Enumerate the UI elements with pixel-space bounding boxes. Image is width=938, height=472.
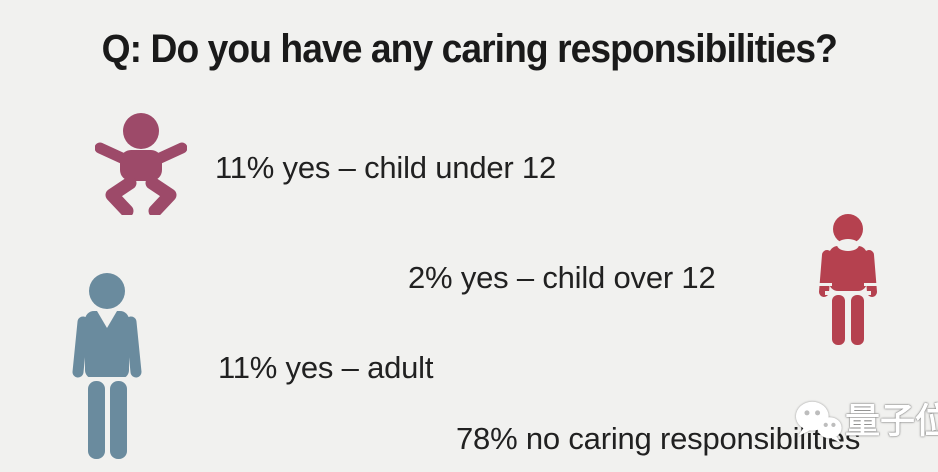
- baby-icon: [95, 113, 187, 215]
- child-person-icon: [818, 214, 878, 345]
- watermark-text: 量子位: [845, 402, 938, 441]
- wechat-icon: [795, 401, 842, 444]
- adult-person-icon: [72, 273, 142, 459]
- page-title: Q: Do you have any caring responsibiliti…: [0, 27, 938, 72]
- page-title-text: Q: Do you have any caring responsibiliti…: [101, 27, 837, 71]
- stat-adult: 11% yes – adult: [218, 350, 434, 385]
- stat-child-under-12: 11% yes – child under 12: [215, 150, 557, 185]
- stat-child-over-12: 2% yes – child over 12: [408, 260, 716, 295]
- watermark: 量子位: [794, 399, 938, 445]
- stat-no-caring: 78% no caring responsibilities: [456, 421, 861, 456]
